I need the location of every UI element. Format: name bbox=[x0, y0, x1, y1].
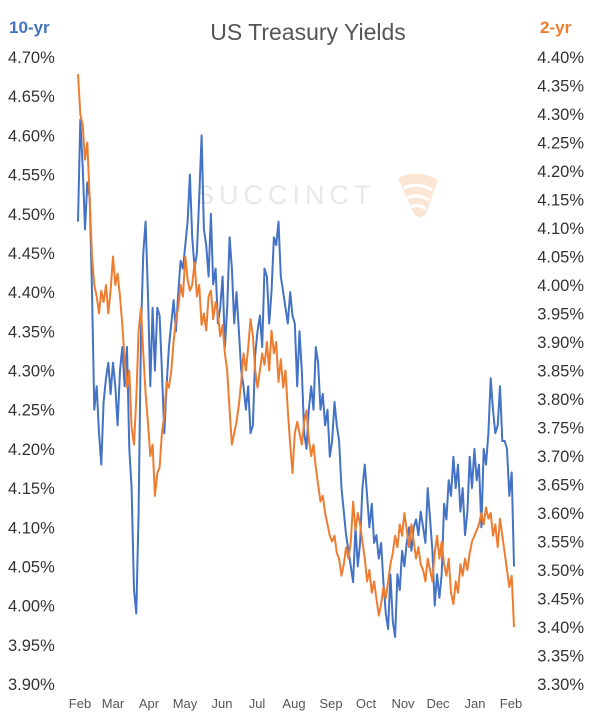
right-tick-label: 4.35% bbox=[537, 78, 584, 96]
right-tick-label: 3.40% bbox=[537, 619, 584, 637]
right-tick-label: 4.00% bbox=[537, 277, 584, 295]
left-tick-label: 3.95% bbox=[8, 637, 55, 655]
left-tick-label: 4.10% bbox=[8, 519, 55, 537]
x-tick-label: Nov bbox=[391, 696, 415, 711]
right-tick-label: 3.60% bbox=[537, 505, 584, 523]
left-tick-label: 4.05% bbox=[8, 558, 55, 576]
right-tick-label: 4.30% bbox=[537, 106, 584, 124]
right-axis-ticks: 3.30% 3.35% 3.40% 3.45% 3.50% 3.55% 3.60% 3.65%… bbox=[537, 49, 584, 694]
right-tick-label: 4.40% bbox=[537, 49, 584, 67]
left-tick-label: 3.90% bbox=[8, 676, 55, 694]
left-tick-label: 4.70% bbox=[8, 49, 55, 67]
x-tick-label: Apr bbox=[139, 696, 160, 711]
left-axis-label: 10-yr bbox=[9, 18, 50, 37]
left-tick-label: 4.45% bbox=[8, 245, 55, 263]
right-tick-label: 3.50% bbox=[537, 562, 584, 580]
watermark: SUCCINCT bbox=[196, 173, 438, 217]
right-tick-label: 3.65% bbox=[537, 477, 584, 495]
left-tick-label: 4.35% bbox=[8, 323, 55, 341]
right-tick-label: 3.80% bbox=[537, 391, 584, 409]
x-tick-label: Feb bbox=[69, 696, 91, 711]
left-tick-label: 4.55% bbox=[8, 167, 55, 185]
right-tick-label: 3.55% bbox=[537, 534, 584, 552]
right-axis-label: 2-yr bbox=[540, 18, 572, 37]
left-tick-label: 4.00% bbox=[8, 598, 55, 616]
right-tick-label: 3.70% bbox=[537, 448, 584, 466]
watermark-logo-icon bbox=[398, 173, 438, 217]
right-tick-label: 3.75% bbox=[537, 420, 584, 438]
watermark-text: SUCCINCT bbox=[196, 180, 376, 210]
x-tick-label: Oct bbox=[356, 696, 377, 711]
right-tick-label: 3.95% bbox=[537, 306, 584, 324]
right-tick-label: 3.35% bbox=[537, 648, 584, 666]
x-tick-label: Jun bbox=[212, 696, 233, 711]
right-tick-label: 4.25% bbox=[537, 135, 584, 153]
left-tick-label: 4.30% bbox=[8, 363, 55, 381]
right-tick-label: 3.85% bbox=[537, 363, 584, 381]
left-tick-label: 4.50% bbox=[8, 206, 55, 224]
series-line-2-yr bbox=[77, 74, 515, 628]
x-tick-label: Dec bbox=[426, 696, 450, 711]
x-tick-label: May bbox=[173, 696, 198, 711]
x-tick-label: Aug bbox=[282, 696, 305, 711]
left-tick-label: 4.60% bbox=[8, 127, 55, 145]
x-tick-label: Mar bbox=[102, 696, 125, 711]
right-tick-label: 3.45% bbox=[537, 591, 584, 609]
left-axis-ticks: 3.90% 3.95% 4.00% 4.05% 4.10% 4.15% 4.20% 4.25%… bbox=[8, 49, 55, 694]
left-tick-label: 4.15% bbox=[8, 480, 55, 498]
left-tick-label: 4.65% bbox=[8, 88, 55, 106]
right-tick-label: 4.20% bbox=[537, 163, 584, 181]
x-axis-ticks: Feb Mar Apr May Jun Jul Aug Sep Oct Nov Dec Jan Feb bbox=[69, 696, 522, 711]
left-tick-label: 4.40% bbox=[8, 284, 55, 302]
x-tick-label: Jul bbox=[249, 696, 266, 711]
left-tick-label: 4.20% bbox=[8, 441, 55, 459]
chart-title: US Treasury Yields bbox=[210, 19, 406, 45]
series-line-10-yr bbox=[77, 118, 515, 638]
right-tick-label: 4.15% bbox=[537, 192, 584, 210]
right-tick-label: 4.05% bbox=[537, 249, 584, 267]
right-tick-label: 4.10% bbox=[537, 220, 584, 238]
x-tick-label: Jan bbox=[465, 696, 486, 711]
x-tick-label: Feb bbox=[500, 696, 522, 711]
right-tick-label: 3.30% bbox=[537, 676, 584, 694]
left-tick-label: 4.25% bbox=[8, 402, 55, 420]
right-tick-label: 3.90% bbox=[537, 334, 584, 352]
x-tick-label: Sep bbox=[319, 696, 342, 711]
